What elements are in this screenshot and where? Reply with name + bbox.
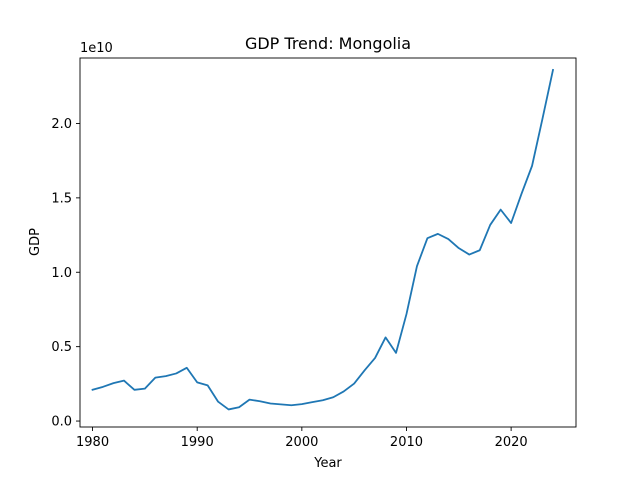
y-axis-offset-text: 1e10 bbox=[80, 41, 113, 56]
plot-area: 1980 1990 2000 2010 2020 0.0 0.5 1.0 1.5 2.0 bbox=[51, 57, 577, 450]
x-tick-label: 2000 bbox=[285, 435, 318, 450]
y-tick-label: 1.5 bbox=[51, 191, 72, 206]
y-axis-label: GDP bbox=[28, 228, 43, 256]
x-axis-label: Year bbox=[313, 456, 342, 471]
x-tick-label: 2010 bbox=[390, 435, 423, 450]
y-tick-label: 0.0 bbox=[51, 415, 72, 430]
y-tick-label: 1.0 bbox=[51, 266, 72, 281]
chart-title: GDP Trend: Mongolia bbox=[245, 34, 411, 53]
y-tick-label: 0.5 bbox=[51, 340, 72, 355]
x-tick-label: 2020 bbox=[495, 435, 528, 450]
x-tick-label: 1990 bbox=[181, 435, 214, 450]
plot-frame bbox=[79, 57, 577, 428]
series-line-0 bbox=[91, 68, 555, 411]
x-tick-label: 1980 bbox=[76, 435, 109, 450]
y-tick-label: 2.0 bbox=[51, 117, 72, 132]
